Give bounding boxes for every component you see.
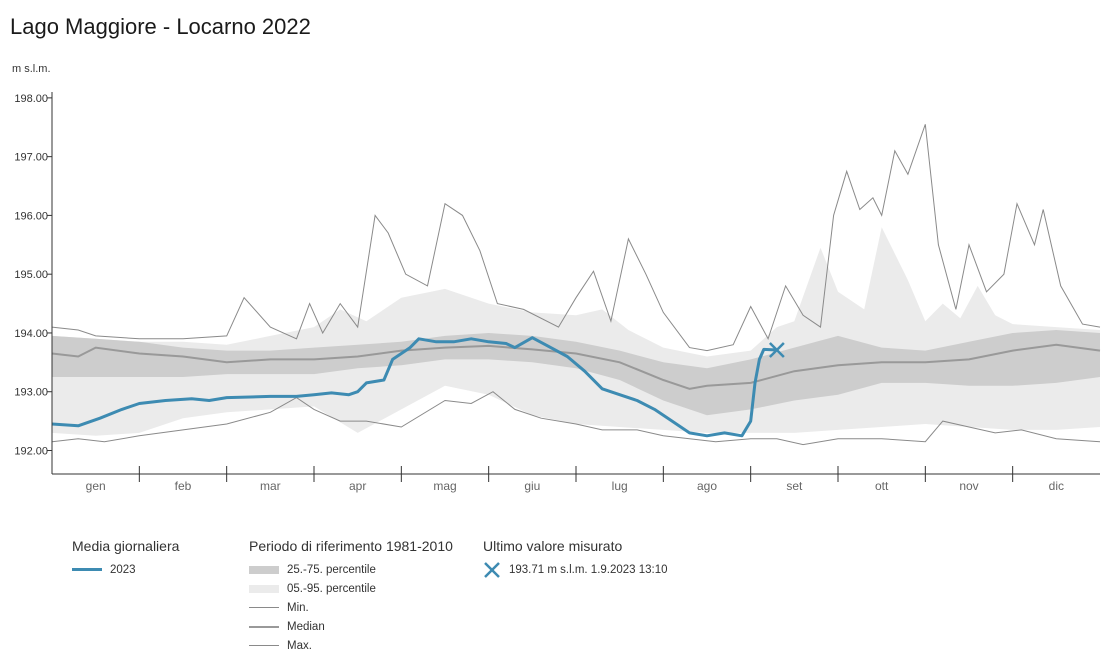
water-level-chart: 192.00 193.00 194.00 195.00 196.00 197.00 198.…	[14, 92, 1101, 493]
legend-label-p25-75: 25.-75. percentile	[287, 563, 376, 576]
legend-label-p05-95: 05.-95. percentile	[287, 582, 376, 595]
legend-reference: Periodo di riferimento 1981-2010 25.-75.…	[249, 538, 453, 655]
min-line	[51, 391, 1101, 446]
legend-reference-heading: Periodo di riferimento 1981-2010	[249, 538, 453, 554]
series-2023	[51, 336, 785, 438]
legend-label-2023: 2023	[110, 563, 136, 576]
median-line	[51, 343, 1101, 390]
legend-item-2023: 2023	[72, 560, 179, 579]
legend-label-max: Max.	[287, 639, 312, 652]
band-p25-75	[52, 330, 1100, 416]
legend-daily-heading: Media giornaliera	[72, 538, 180, 554]
legend-item-min: Min.	[249, 598, 453, 617]
y-tick-label-198: 198.00	[14, 93, 48, 105]
series-line-2023	[51, 336, 777, 438]
x-month-label-mag: mag	[433, 479, 456, 493]
x-month-label-lug: lug	[612, 479, 628, 493]
x-month-label-nov: nov	[959, 479, 978, 493]
legend-swatch-2023	[72, 568, 102, 571]
x-month-label-set: set	[786, 479, 803, 493]
max-line	[51, 124, 1101, 352]
x-month-label-mar: mar	[260, 479, 281, 493]
x-month-label-ott: ott	[875, 479, 889, 493]
legend-last: Ultimo valore misurato 193.71 m s.l.m. 1…	[483, 538, 668, 579]
last-value-marker	[768, 342, 785, 358]
x-month-label-dic: dic	[1049, 479, 1064, 493]
y-tick-label-193: 193.00	[14, 387, 48, 399]
last-marker-stroke-b	[768, 342, 785, 358]
x-month-label-apr: apr	[349, 479, 366, 493]
x-month-label-giu: giu	[524, 479, 540, 493]
legend-swatch-max	[249, 645, 279, 646]
legend-last-heading: Ultimo valore misurato	[483, 538, 623, 554]
legend-item-median: Median	[249, 617, 453, 636]
legend-item-p05-95: 05.-95. percentile	[249, 579, 453, 598]
cross-icon	[484, 561, 500, 578]
legend-swatch-p25-75	[249, 565, 279, 574]
legend-swatch-p05-95	[249, 584, 279, 593]
x-month-label-ago: ago	[697, 479, 717, 493]
legend-label-min: Min.	[287, 601, 309, 614]
y-tick-label-196: 196.00	[14, 210, 48, 222]
axes: 192.00 193.00 194.00 195.00 196.00 197.00 198.…	[14, 92, 1100, 493]
x-month-label-gen: gen	[86, 479, 106, 493]
legend-item-p25-75: 25.-75. percentile	[249, 560, 453, 579]
legend-swatch-min	[249, 607, 279, 608]
x-month-label-feb: feb	[175, 479, 192, 493]
y-axis-unit: m s.l.m.	[12, 63, 51, 75]
legend-swatch-median	[249, 625, 279, 628]
legend-item-last: 193.71 m s.l.m. 1.9.2023 13:10	[483, 560, 668, 579]
y-tick-label-194: 194.00	[14, 328, 48, 340]
percentile-bands	[52, 227, 1100, 436]
band-p05-95	[52, 227, 1100, 436]
y-tick-label-195: 195.00	[14, 269, 48, 281]
legend-last-value: 193.71 m s.l.m. 1.9.2023 13:10	[509, 563, 668, 576]
legend-daily: Media giornaliera 2023	[72, 538, 179, 579]
y-tick-label-197: 197.00	[14, 152, 48, 164]
chart-title: Lago Maggiore - Locarno 2022	[10, 14, 311, 39]
legend-item-max: Max.	[249, 636, 453, 655]
legend-label-median: Median	[287, 620, 325, 633]
y-tick-label-192: 192.00	[14, 445, 48, 457]
reference-lines	[51, 124, 1101, 446]
